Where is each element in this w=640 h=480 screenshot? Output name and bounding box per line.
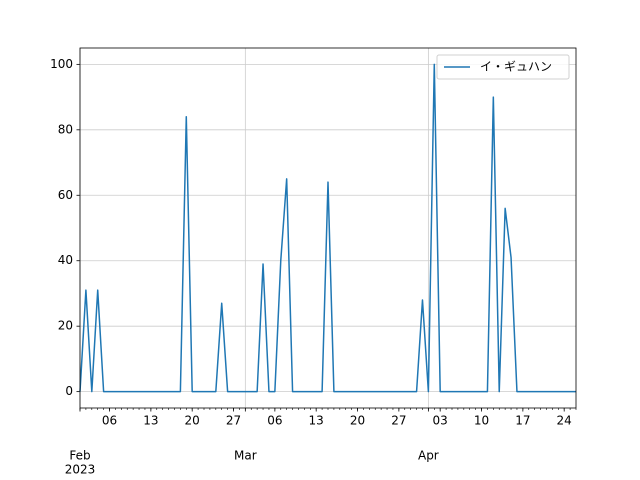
data-line <box>79 63 576 393</box>
y-tick-label: 20 <box>58 319 73 333</box>
year-label: 2023 <box>65 463 96 477</box>
x-tick-label: 27 <box>226 414 241 428</box>
x-tick-label: 20 <box>185 414 200 428</box>
y-tick-label: 40 <box>58 253 73 267</box>
plot-frame <box>79 47 577 409</box>
legend-label: イ・ギュハン <box>480 60 552 74</box>
x-tick-label: 10 <box>474 414 489 428</box>
legend-box <box>436 54 570 80</box>
x-major-label: Mar <box>234 449 257 463</box>
x-tick-label: 06 <box>267 414 282 428</box>
y-tick-label: 80 <box>58 122 73 136</box>
y-tick-label: 60 <box>58 188 73 202</box>
x-tick-label: 06 <box>102 414 117 428</box>
x-tick-label: 24 <box>557 414 572 428</box>
x-major-label: Apr <box>418 449 439 463</box>
x-tick-label: 03 <box>433 414 448 428</box>
x-tick-label: 13 <box>309 414 324 428</box>
x-tick-label: 20 <box>350 414 365 428</box>
x-tick-label: 13 <box>143 414 158 428</box>
y-tick-label: 100 <box>50 57 73 71</box>
x-tick-label: 17 <box>515 414 530 428</box>
x-major-label: Feb <box>69 449 90 463</box>
y-tick-label: 0 <box>65 384 73 398</box>
x-tick-label: 27 <box>391 414 406 428</box>
